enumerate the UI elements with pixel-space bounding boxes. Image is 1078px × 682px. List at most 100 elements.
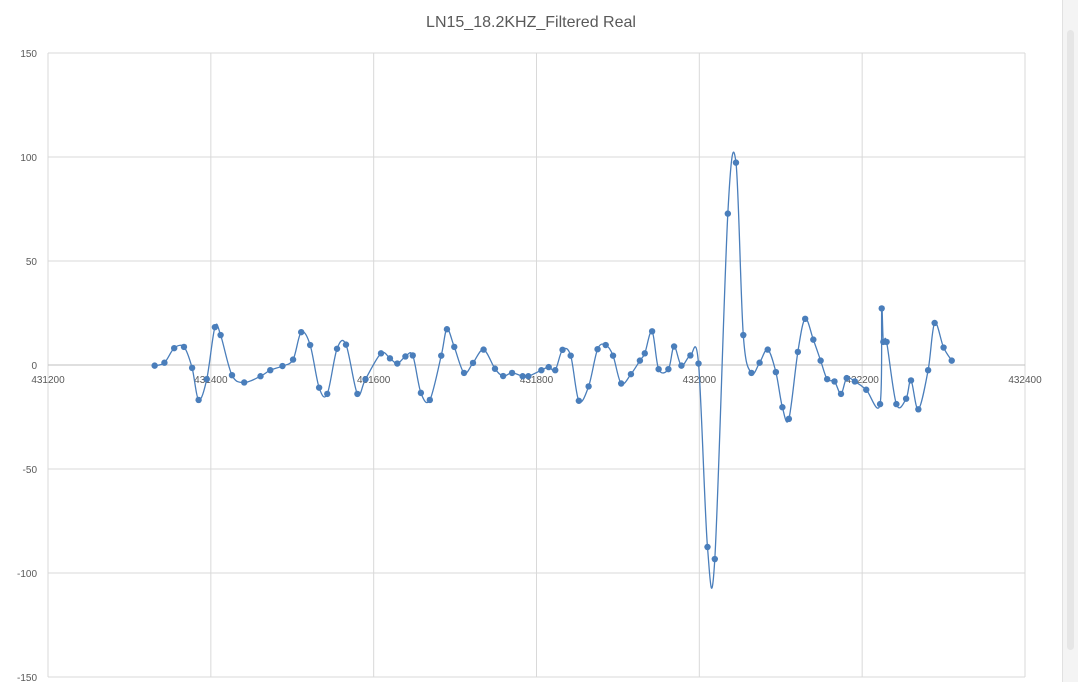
data-point (151, 362, 158, 369)
y-tick-label: -50 (23, 465, 38, 476)
data-point (602, 341, 609, 349)
data-point (306, 341, 314, 349)
data-point (552, 367, 559, 374)
data-point (171, 344, 178, 352)
data-point (394, 360, 401, 367)
x-tick-label: 431200 (31, 375, 65, 386)
data-point (525, 373, 532, 380)
data-point (687, 352, 694, 359)
data-point (724, 210, 732, 217)
data-point (257, 373, 264, 380)
y-tick-label: -100 (17, 569, 37, 580)
data-point (907, 377, 915, 384)
data-point (298, 328, 305, 336)
scrollbar-thumb[interactable] (1067, 30, 1074, 650)
data-point (217, 331, 224, 339)
data-point (627, 370, 635, 378)
x-tick-label: 431400 (194, 375, 228, 386)
data-point (817, 357, 824, 364)
data-point (670, 343, 678, 350)
data-point (801, 315, 809, 323)
y-tick-label: 0 (31, 361, 37, 372)
data-point (695, 360, 702, 367)
data-point (362, 375, 369, 383)
data-point (469, 359, 477, 367)
data-point (863, 386, 870, 393)
data-point (711, 555, 718, 563)
data-point (810, 336, 817, 343)
data-point (851, 378, 859, 385)
x-tick-label: 431600 (357, 375, 391, 386)
data-point (764, 346, 771, 353)
data-point (756, 359, 763, 366)
data-point (843, 374, 850, 382)
y-tick-label: 100 (20, 153, 37, 164)
data-point (665, 365, 672, 373)
data-point (538, 367, 545, 374)
data-point (480, 346, 487, 353)
data-point (785, 415, 793, 423)
data-point (948, 357, 955, 364)
data-point (438, 352, 445, 359)
data-point (655, 365, 662, 373)
data-point (772, 368, 780, 376)
data-point (609, 352, 617, 359)
data-point (451, 343, 458, 351)
x-tick-label: 432200 (845, 375, 879, 386)
data-point (636, 357, 644, 364)
vertical-scrollbar[interactable] (1062, 0, 1078, 682)
data-point (342, 341, 350, 348)
y-tick-labels: -150 -100 -50 0 50 100 150 (17, 49, 37, 682)
data-point (585, 383, 592, 390)
data-point (617, 380, 625, 387)
data-point (203, 375, 210, 383)
data-point (443, 326, 451, 333)
data-point (460, 369, 468, 377)
data-point (195, 396, 202, 404)
data-point (241, 379, 248, 386)
chart-title: LN15_18.2KHZ_Filtered Real (426, 14, 636, 31)
data-point (267, 367, 274, 374)
data-point (678, 362, 685, 369)
data-point (931, 319, 938, 327)
y-tick-label: 50 (26, 257, 38, 268)
data-point (324, 390, 331, 398)
data-point (648, 328, 656, 335)
data-point (559, 346, 566, 354)
data-point (354, 390, 361, 398)
data-point (878, 305, 885, 312)
data-point (289, 356, 297, 363)
data-point (748, 369, 755, 377)
data-point (426, 396, 434, 404)
data-point (333, 345, 341, 352)
data-point (508, 369, 516, 377)
data-point (704, 543, 711, 551)
data-point (915, 406, 922, 413)
data-point (794, 348, 802, 356)
y-tick-label: 150 (20, 49, 37, 60)
data-point (377, 350, 385, 357)
data-point (409, 352, 416, 359)
data-point (567, 352, 574, 359)
data-point (519, 373, 526, 380)
x-tick-labels: 431200 431400 431600 431800 432000 432200 4324… (31, 375, 1042, 386)
data-point (180, 343, 188, 351)
data-point (161, 359, 168, 366)
data-point (893, 400, 900, 408)
data-point (491, 365, 499, 372)
x-tick-label: 431800 (520, 375, 554, 386)
data-point (402, 353, 409, 360)
y-tick-label: -150 (17, 673, 37, 682)
data-point (641, 350, 648, 357)
data-point (902, 395, 910, 402)
data-point (940, 344, 947, 351)
data-point (594, 345, 601, 353)
data-point (417, 389, 425, 397)
data-point (883, 338, 890, 346)
data-point (211, 323, 219, 331)
data-point (386, 355, 394, 362)
data-point (188, 364, 196, 372)
data-point (831, 378, 838, 385)
